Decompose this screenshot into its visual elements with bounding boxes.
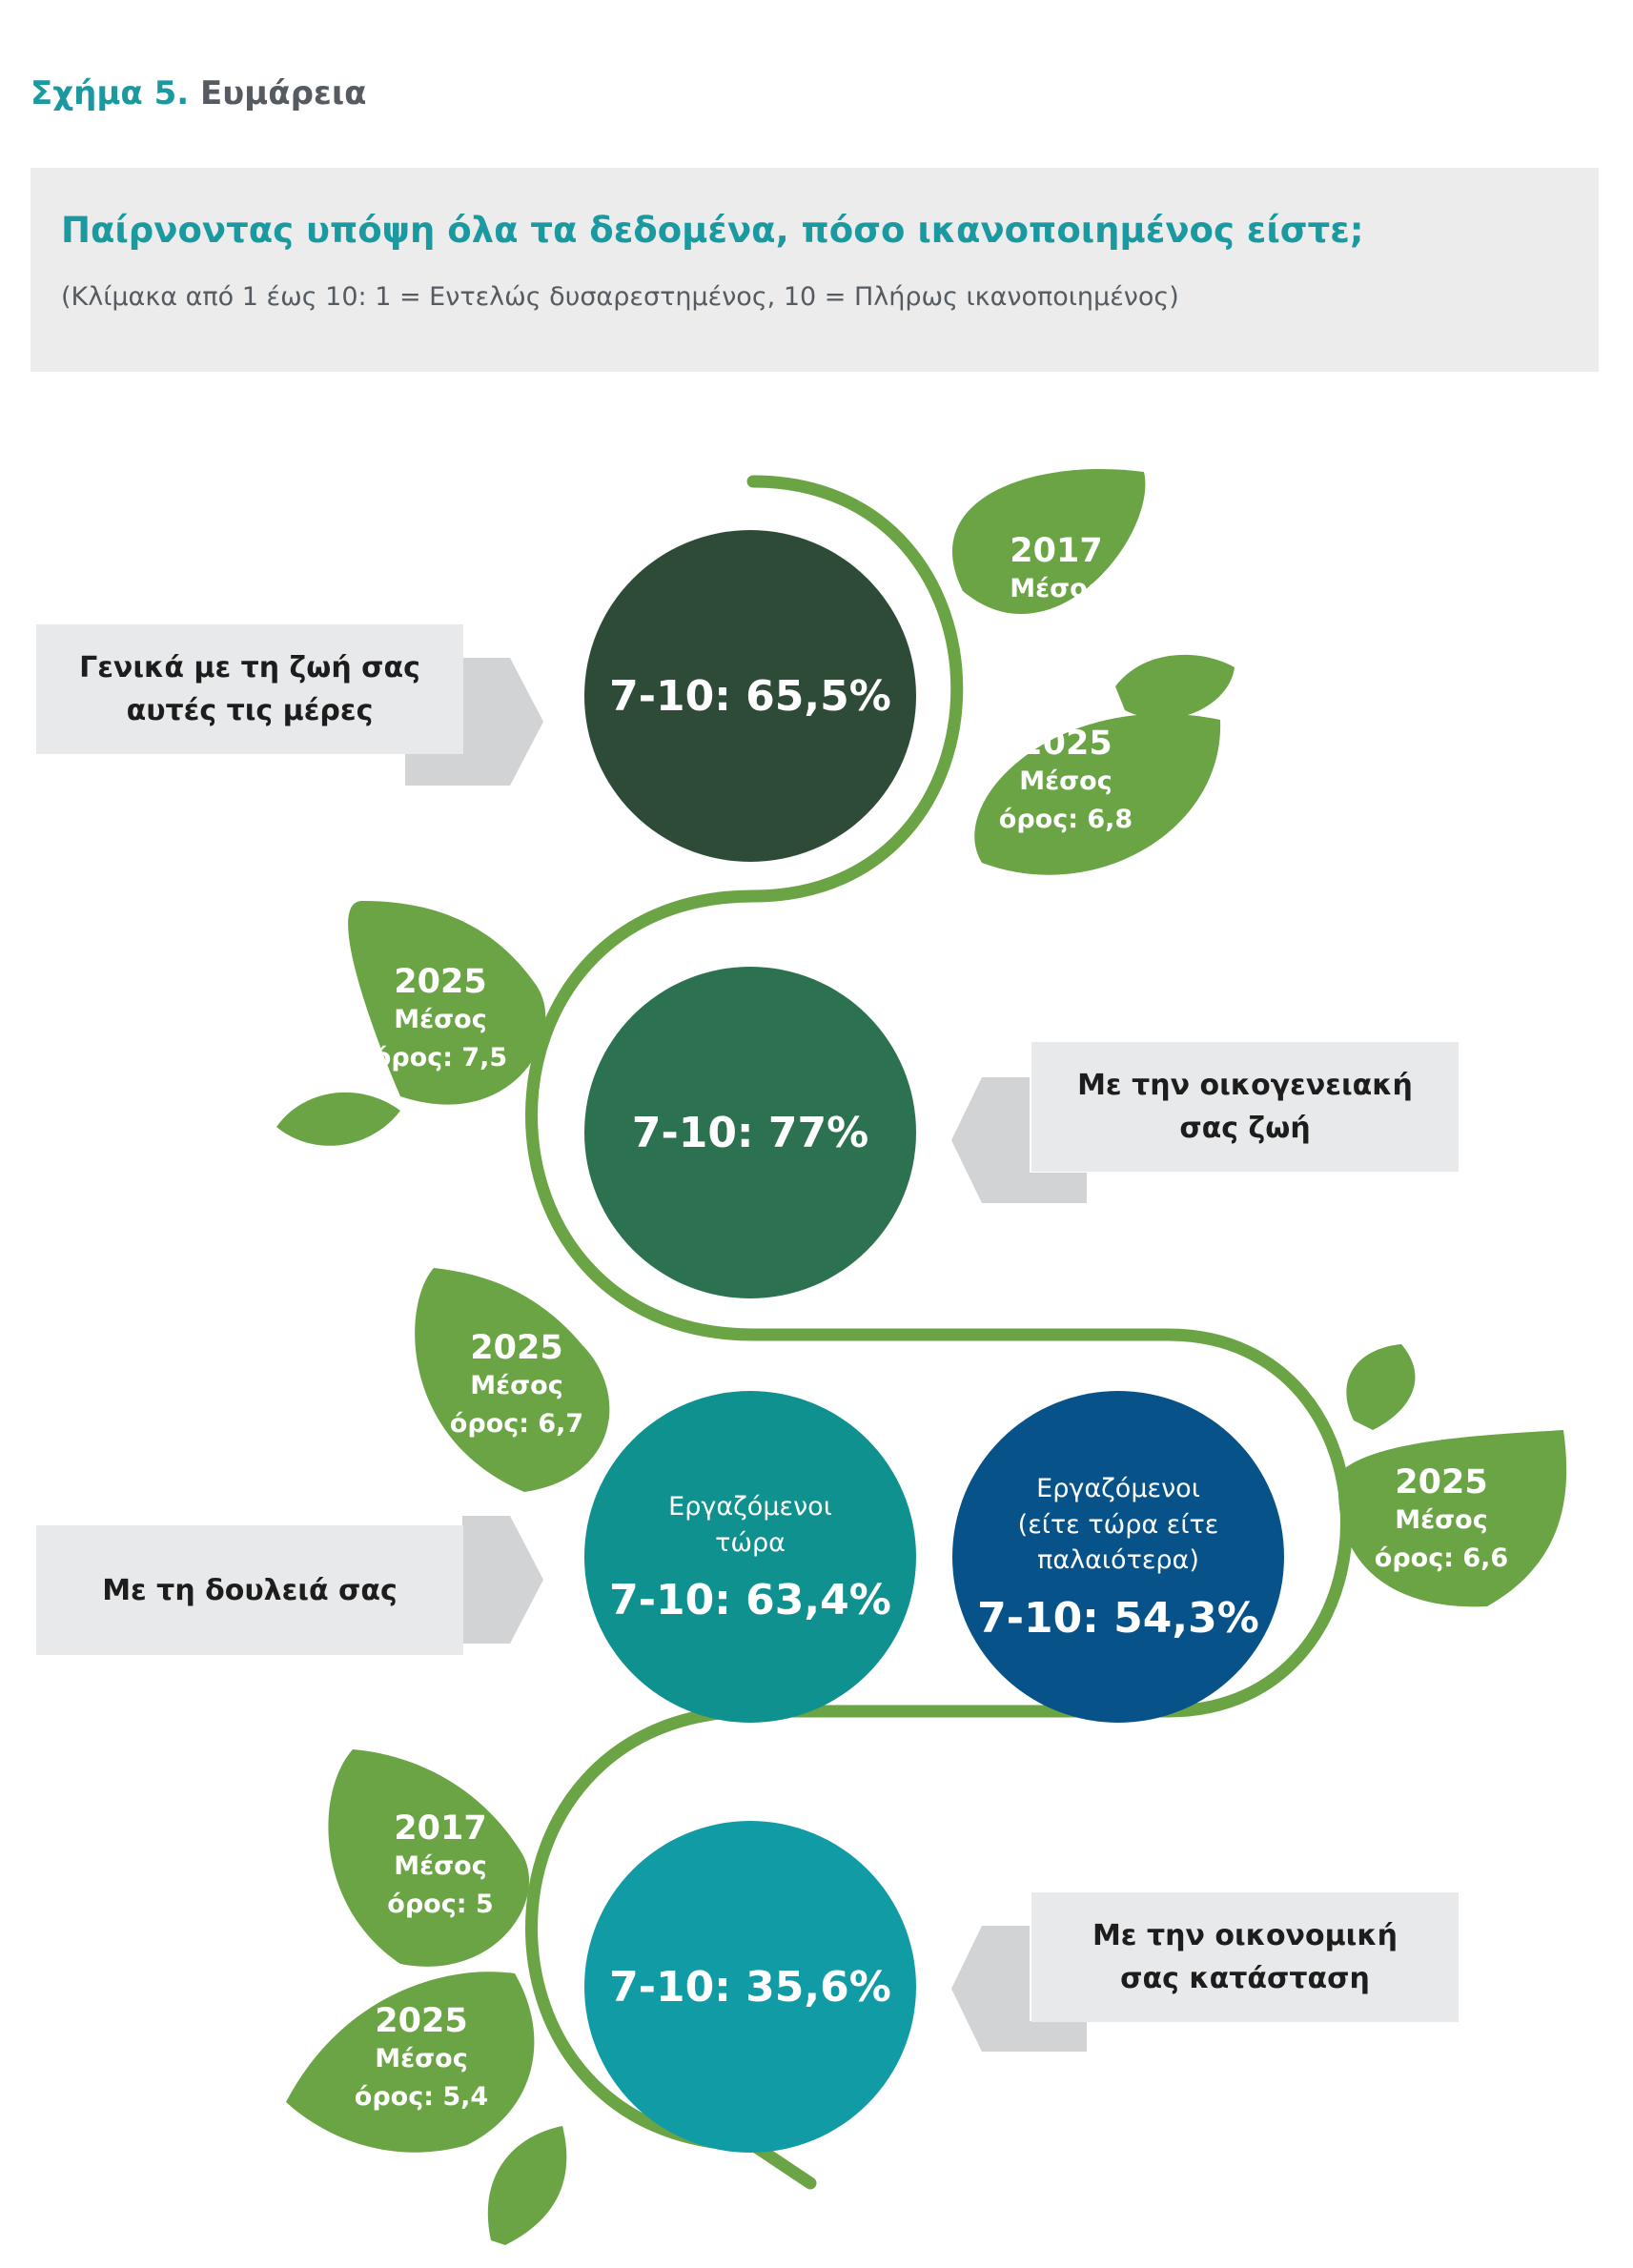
- leaf-2025-work-right: [1337, 1430, 1567, 1607]
- leaf-avg-line1: Μέσος: [470, 1370, 563, 1400]
- figure-title: Σχήμα 5. Ευμάρεια: [31, 74, 366, 112]
- label-arrow-finance: [951, 1892, 1459, 2052]
- leaf-2025-family-text: 2025 Μέσος όρος: 7,5: [355, 953, 526, 1087]
- leaf-avg-line1: Μέσος: [1010, 573, 1103, 603]
- leaf-avg-line1: Μέσος: [394, 1004, 487, 1034]
- leaf-year: 2025: [1395, 1462, 1488, 1502]
- leaf-2017-finance: [328, 1749, 530, 1967]
- leaf-avg-line1: Μέσος: [1395, 1504, 1488, 1535]
- leaf-avg-line2: όρος: 6,8: [998, 805, 1133, 834]
- leaf-avg-line2: όρος: 6,6: [1374, 1543, 1509, 1573]
- circle-family-text: 7-10: 77%: [584, 967, 916, 1298]
- scale-note: (Κλίμακα από 1 έως 10: 1 = Εντελώς δυσαρ…: [61, 282, 1179, 312]
- leaf-2017-life: [951, 468, 1146, 615]
- small-leaf-work: [1346, 1344, 1416, 1430]
- circle-family-value: 7-10: 77%: [631, 1108, 869, 1157]
- leaf-avg-line2: όρος: 7,5: [373, 1043, 508, 1073]
- label-arrow-family: [951, 1042, 1459, 1203]
- leaf-year: 2025: [470, 1328, 563, 1367]
- work-ever-line2: (είτε τώρα είτε: [1017, 1509, 1219, 1540]
- work-now-line1: Εργαζόμενοι: [668, 1491, 832, 1522]
- leaf-year: 2025: [1019, 724, 1112, 763]
- vine-stem: [525, 475, 1353, 2190]
- leaf-2025-work-left: [415, 1268, 610, 1492]
- leaf-2025-finance-text: 2025 Μέσος όρος: 5,4: [336, 1992, 507, 2126]
- leaf-avg-line2: όρος: 6,7: [449, 1409, 584, 1439]
- leaf-year: 2025: [394, 962, 487, 1001]
- label-family: Με την οικογενειακή σας ζωή: [1031, 1042, 1459, 1172]
- circle-work-now: [584, 1391, 916, 1723]
- circle-work-ever-text: Εργαζόμενοι (είτε τώρα είτε παλαιότερα) 7-…: [952, 1391, 1284, 1723]
- figure-number: Σχήμα 5.: [31, 74, 190, 112]
- question-box: Παίρνοντας υπόψη όλα τα δεδομένα, πόσο ι…: [31, 168, 1599, 372]
- figure-name: Ευμάρεια: [200, 74, 367, 112]
- label-work: Με τη δουλειά σας: [36, 1525, 463, 1655]
- leaf-2025-family: [348, 901, 546, 1105]
- label-life: Γενικά με τη ζωή σας αυτές τις μέρες: [36, 624, 463, 754]
- leaf-2017-life-text: 2017 Μέσος όρος: 6,2: [970, 522, 1142, 656]
- label-family-line1: Με την οικογενειακή: [1077, 1069, 1413, 1102]
- leaf-year: 2017: [1010, 531, 1103, 570]
- small-leaf-finance: [487, 2126, 567, 2245]
- label-life-line1: Γενικά με τη ζωή σας: [79, 651, 420, 684]
- question-text: Παίρνοντας υπόψη όλα τα δεδομένα, πόσο ι…: [61, 210, 1364, 251]
- label-arrow-life: [36, 624, 543, 786]
- circle-finance-text: 7-10: 35,6%: [584, 1821, 916, 2153]
- circle-family: [584, 967, 916, 1298]
- work-ever-line3: παλαιότερα): [1037, 1545, 1199, 1576]
- leaf-avg-line1: Μέσος: [375, 2043, 468, 2074]
- label-work-text: Με τη δουλειά σας: [102, 1573, 398, 1607]
- leaf-2025-life-text: 2025 Μέσος όρος: 6,8: [980, 715, 1152, 848]
- circle-work-ever: [952, 1391, 1284, 1723]
- leaf-avg-line2: όρος: 5: [387, 1890, 494, 1919]
- circle-life-value: 7-10: 65,5%: [609, 671, 891, 721]
- leaf-2017-finance-text: 2017 Μέσος όρος: 5: [355, 1800, 526, 1933]
- label-finance-line1: Με την οικονομική: [1092, 1919, 1398, 1952]
- label-arrow-work: [36, 1516, 543, 1655]
- circle-work-now-value: 7-10: 63,4%: [609, 1576, 891, 1625]
- leaf-year: 2025: [375, 2001, 468, 2040]
- leaf-avg-line1: Μέσος: [394, 1850, 487, 1881]
- leaf-2025-finance: [286, 1972, 535, 2153]
- work-ever-line1: Εργαζόμενοι: [1036, 1473, 1200, 1503]
- leaf-avg-line2: όρος: 5,4: [354, 2082, 489, 2112]
- circle-life: [584, 530, 916, 862]
- circle-finance-value: 7-10: 35,6%: [609, 1962, 891, 2012]
- label-finance-line2: σας κατάσταση: [1120, 1962, 1370, 1995]
- leaf-2025-work-right-text: 2025 Μέσος όρος: 6,6: [1356, 1454, 1527, 1587]
- leaf-2025-work-left-text: 2025 Μέσος όρος: 6,7: [431, 1319, 602, 1453]
- leaf-year: 2017: [394, 1808, 487, 1848]
- small-leaf-family: [276, 1092, 400, 1146]
- leaf-avg-line1: Μέσος: [1019, 766, 1112, 796]
- small-leaf-life: [1115, 654, 1235, 720]
- label-life-line2: αυτές τις μέρες: [126, 694, 374, 727]
- circle-finance: [584, 1821, 916, 2153]
- label-finance: Με την οικονομική σας κατάσταση: [1031, 1892, 1459, 2022]
- leaf-2025-life: [974, 713, 1221, 875]
- circle-work-now-text: Εργαζόμενοι τώρα 7-10: 63,4%: [584, 1391, 916, 1723]
- work-now-line2: τώρα: [715, 1527, 786, 1558]
- label-family-line2: σας ζωή: [1179, 1112, 1311, 1145]
- circle-life-text: 7-10: 65,5%: [584, 530, 916, 862]
- circle-work-ever-value: 7-10: 54,3%: [977, 1594, 1259, 1644]
- leaf-avg-line2: όρος: 6,2: [989, 612, 1124, 642]
